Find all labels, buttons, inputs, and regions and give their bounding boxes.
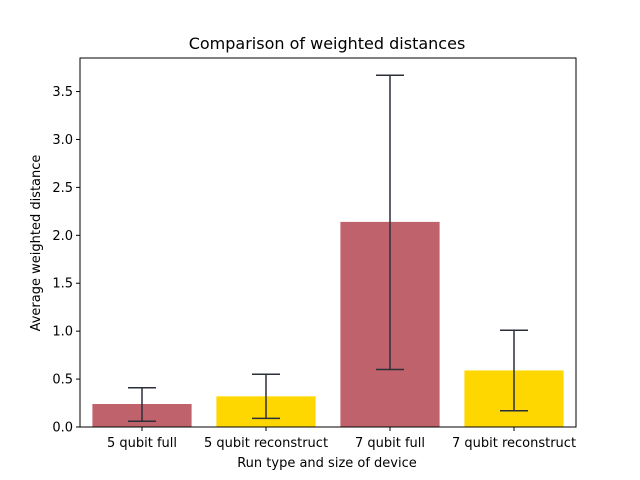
plot-area: 0.0 0.5 1.0 1.5 2.0 2.5 3.0 3.5 5 qubit full 5 qu… <box>52 57 577 451</box>
y-tick-label-8: 3.5 <box>52 85 73 100</box>
y-tick-label-2: 0.5 <box>52 373 73 388</box>
y-tick-label-4: 1.5 <box>52 277 73 292</box>
x-tick-label-3: 7 qubit full <box>355 436 425 451</box>
plot-frame <box>79 57 577 428</box>
y-tick-label-1: 0.0 <box>52 421 73 436</box>
x-tick-label-1: 5 qubit full <box>107 436 177 451</box>
y-tick-label-5: 2.0 <box>52 229 73 244</box>
y-tick-label-3: 1.0 <box>52 325 73 340</box>
y-axis-title: Average weighted distance <box>29 155 44 332</box>
y-tick-label-6: 2.5 <box>52 181 73 196</box>
x-tick-label-2: 5 qubit reconstruct <box>204 436 328 451</box>
x-axis-title: Run type and size of device <box>237 456 417 471</box>
y-tick-label-7: 3.0 <box>52 133 73 148</box>
x-tick-label-4: 7 qubit reconstruct <box>452 436 576 451</box>
chart-title: Comparison of weighted distances <box>189 34 466 53</box>
